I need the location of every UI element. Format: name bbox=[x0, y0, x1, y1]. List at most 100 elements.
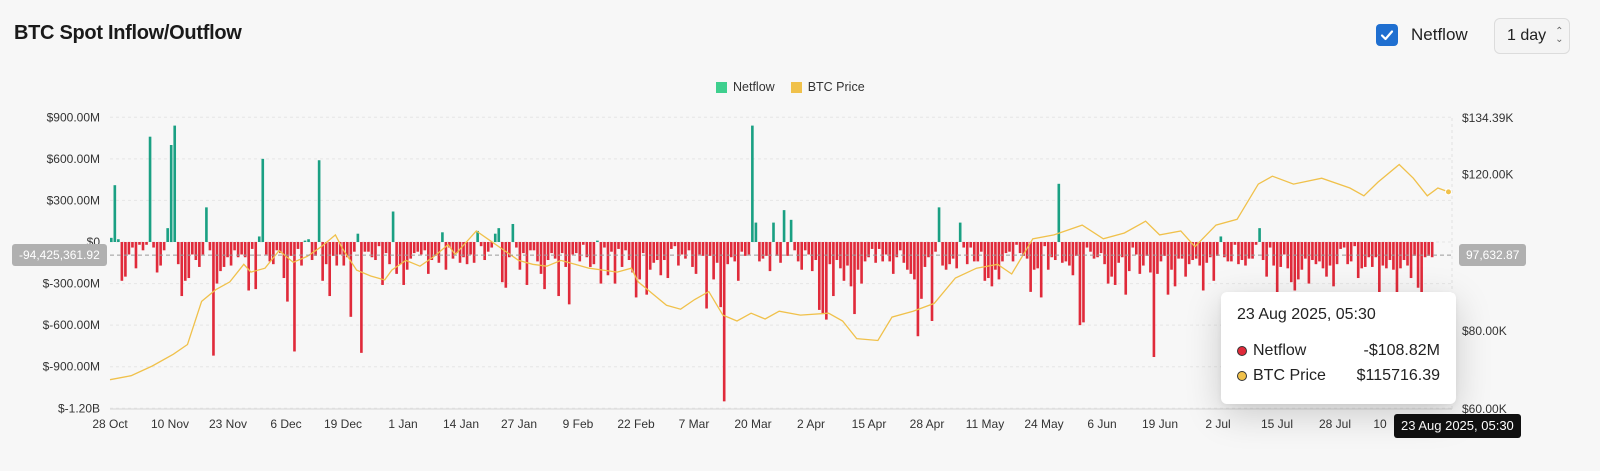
netflow-bar-negative bbox=[800, 242, 803, 270]
tooltip-date: 23 Aug 2025, 05:30 bbox=[1237, 306, 1376, 323]
netflow-bar-negative bbox=[758, 242, 761, 262]
chevron-updown-icon: ⌃ ⌄ bbox=[1555, 26, 1564, 45]
netflow-bar-negative bbox=[384, 242, 388, 254]
netflow-bar-positive bbox=[261, 158, 265, 242]
netflow-bar-negative bbox=[652, 242, 656, 263]
checkmark-icon[interactable] bbox=[1376, 24, 1398, 46]
netflow-bar-negative bbox=[846, 242, 849, 266]
netflow-bar-negative bbox=[1191, 242, 1194, 261]
netflow-bar-negative bbox=[1304, 242, 1307, 259]
x-tick-label: 28 Jul bbox=[1319, 417, 1351, 431]
netflow-bar-negative bbox=[891, 242, 895, 274]
netflow-bar-negative bbox=[1430, 242, 1434, 258]
netflow-bar-negative bbox=[1110, 242, 1113, 277]
netflow-bar-negative bbox=[134, 242, 138, 269]
legend-item-netflow[interactable]: Netflow bbox=[716, 80, 775, 94]
netflow-bar-negative bbox=[722, 242, 726, 402]
netflow-bar-negative bbox=[708, 242, 712, 256]
netflow-bar-negative bbox=[1099, 242, 1103, 254]
netflow-bar-negative bbox=[486, 242, 490, 252]
legend-item-btc-price[interactable]: BTC Price bbox=[790, 80, 865, 94]
netflow-bar-negative bbox=[944, 242, 948, 270]
netflow-bar-negative bbox=[1173, 242, 1177, 287]
netflow-bar-negative bbox=[349, 242, 353, 317]
netflow-bar-negative bbox=[1085, 242, 1089, 248]
netflow-bar-negative bbox=[1198, 242, 1202, 266]
netflow-bar-negative bbox=[684, 242, 687, 259]
netflow-bar-negative bbox=[976, 242, 980, 262]
x-tick-label: 14 Jan bbox=[443, 417, 479, 431]
netflow-bar-negative bbox=[775, 242, 779, 256]
x-tick-label: 28 Apr bbox=[910, 417, 945, 431]
netflow-checkbox[interactable]: Netflow bbox=[1376, 24, 1468, 46]
netflow-bar-positive bbox=[441, 232, 444, 242]
netflow-bar-negative bbox=[1103, 242, 1106, 265]
netflow-bar-negative bbox=[1353, 242, 1356, 247]
netflow-bar-positive bbox=[1219, 236, 1223, 242]
netflow-bar-negative bbox=[324, 242, 328, 265]
netflow-bar-negative bbox=[884, 242, 888, 255]
netflow-toggle-label[interactable]: Netflow bbox=[1411, 25, 1468, 44]
netflow-bar-negative bbox=[972, 242, 976, 262]
netflow-bar-positive bbox=[356, 233, 360, 242]
tooltip-value-netflow: -$108.82M bbox=[1363, 341, 1441, 359]
netflow-bar-negative bbox=[1230, 242, 1233, 262]
netflow-bar-negative bbox=[620, 242, 624, 267]
netflow-bar-positive bbox=[493, 233, 497, 242]
x-tick-label: 15 Jul bbox=[1261, 417, 1293, 431]
y-left-tick-label: $300.00M bbox=[47, 193, 100, 207]
netflow-bar-negative bbox=[1297, 242, 1300, 280]
netflow-bar-negative bbox=[222, 242, 226, 267]
netflow-bar-negative bbox=[627, 242, 631, 261]
netflow-bar-negative bbox=[786, 242, 789, 256]
netflow-bar-negative bbox=[1159, 242, 1163, 262]
netflow-bar-positive bbox=[511, 223, 515, 242]
netflow-bar-negative bbox=[648, 242, 652, 270]
netflow-bar-negative bbox=[1071, 242, 1075, 276]
netflow-bar-negative bbox=[465, 242, 469, 265]
netflow-bar-negative bbox=[1275, 242, 1279, 316]
netflow-bar-negative bbox=[363, 242, 367, 252]
netflow-bar-negative bbox=[736, 242, 740, 281]
netflow-bar-negative bbox=[1046, 242, 1050, 270]
netflow-bar-negative bbox=[345, 242, 349, 258]
y-left-tick-label: $600.00M bbox=[47, 152, 100, 166]
netflow-bar-negative bbox=[1381, 242, 1385, 266]
netflow-bar-negative bbox=[152, 242, 155, 248]
netflow-bar-positive bbox=[205, 207, 208, 242]
interval-select[interactable]: 1 day ⌃ ⌄ bbox=[1494, 18, 1570, 54]
page-title: BTC Spot Inflow/Outflow bbox=[14, 22, 242, 44]
netflow-bar-negative bbox=[874, 242, 877, 263]
netflow-bar-negative bbox=[744, 242, 747, 256]
netflow-bar-negative bbox=[162, 242, 166, 251]
netflow-bar-negative bbox=[673, 242, 677, 247]
netflow-bar-negative bbox=[198, 242, 201, 267]
netflow-bar-negative bbox=[1356, 242, 1360, 279]
netflow-bar-negative bbox=[916, 242, 920, 337]
netflow-bar-positive bbox=[148, 136, 152, 242]
x-tick-label: 28 Oct bbox=[92, 417, 128, 431]
netflow-bar-negative bbox=[898, 242, 902, 251]
netflow-bar-negative bbox=[1363, 242, 1367, 267]
netflow-bar-negative bbox=[726, 242, 730, 265]
netflow-bar-positive bbox=[751, 125, 754, 242]
netflow-bar-negative bbox=[120, 242, 124, 281]
netflow-bar-negative bbox=[779, 242, 782, 263]
netflow-bar-negative bbox=[617, 242, 620, 249]
netflow-bar-negative bbox=[434, 242, 437, 256]
netflow-bar-negative bbox=[948, 242, 951, 265]
netflow-bar-positive bbox=[113, 185, 117, 242]
netflow-bar-negative bbox=[1131, 242, 1135, 248]
netflow-bar-negative bbox=[1212, 242, 1216, 281]
netflow-bar-negative bbox=[624, 242, 627, 251]
netflow-bar-negative bbox=[1149, 242, 1152, 273]
netflow-bar-negative bbox=[416, 242, 420, 252]
netflow-bar-negative bbox=[219, 242, 222, 272]
netflow-bar-negative bbox=[817, 242, 821, 310]
legend-swatch-btc-price bbox=[790, 81, 802, 93]
netflow-bar-negative bbox=[522, 242, 525, 254]
netflow-bar-negative bbox=[835, 242, 839, 261]
netflow-bar-negative bbox=[701, 242, 705, 256]
netflow-bar-negative bbox=[863, 242, 867, 262]
netflow-bar-negative bbox=[515, 242, 518, 248]
